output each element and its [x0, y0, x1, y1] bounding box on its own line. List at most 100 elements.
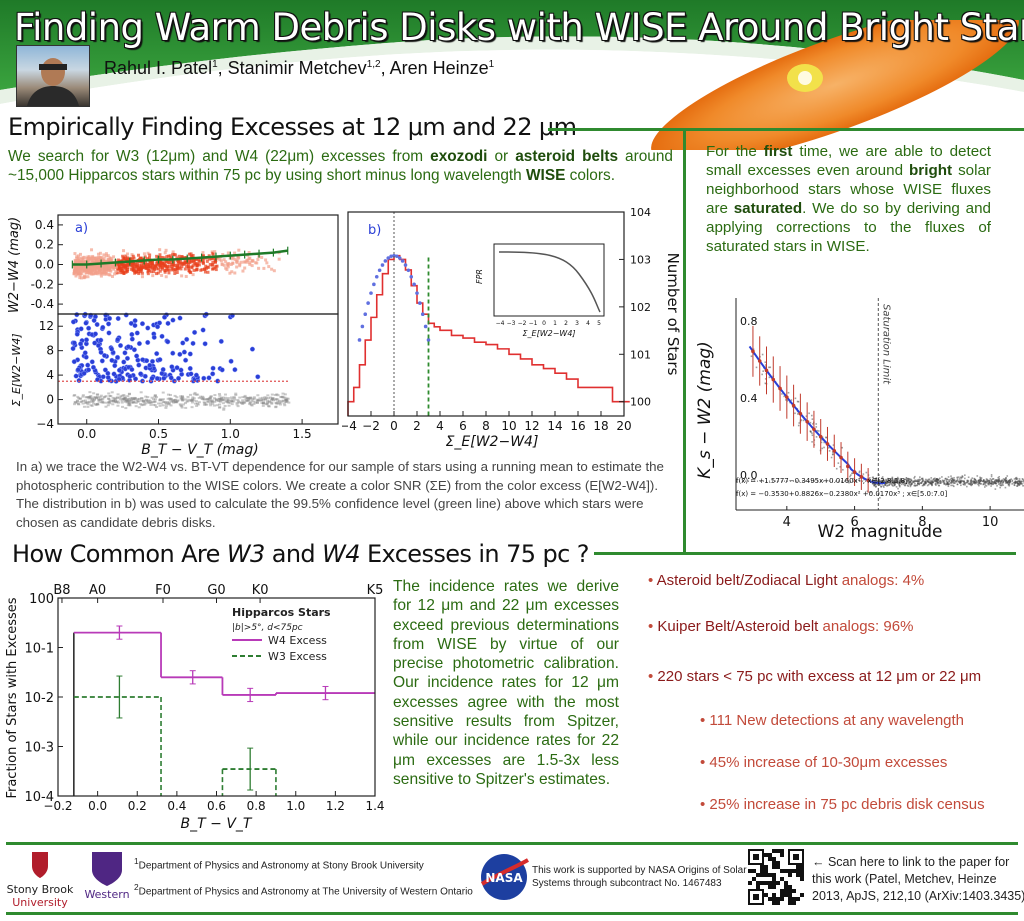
sigma-point	[99, 398, 103, 401]
sigma-point	[226, 401, 230, 404]
excess-candidate-point	[157, 357, 163, 363]
sigma-point	[178, 403, 182, 406]
density-point	[235, 259, 239, 263]
excess-candidate-point	[131, 347, 137, 353]
density-point	[173, 271, 177, 275]
sigma-point	[286, 397, 290, 400]
star-point	[1018, 481, 1021, 484]
gaussian-point	[363, 312, 368, 316]
sigma-point	[284, 400, 288, 403]
density-point	[257, 266, 261, 270]
sigma-point	[232, 397, 236, 400]
density-point	[187, 252, 191, 256]
star-point	[888, 483, 891, 486]
sigma-point	[270, 398, 274, 401]
star-point	[994, 479, 997, 481]
density-point	[185, 261, 189, 265]
sigma-point	[129, 398, 133, 401]
star-point	[764, 378, 767, 380]
sigma-point	[161, 391, 165, 394]
density-point	[90, 259, 94, 263]
qr-code[interactable]	[748, 849, 804, 905]
excess-candidate-point	[249, 346, 255, 352]
sigma-point	[256, 399, 260, 402]
sigma-point	[89, 395, 93, 398]
star-point	[880, 485, 882, 488]
sigma-point	[230, 403, 234, 406]
gaussian-point	[369, 291, 373, 295]
sigma-point	[131, 401, 135, 404]
density-point	[114, 265, 118, 269]
qr-module	[800, 869, 804, 873]
sigma-point	[99, 394, 103, 397]
y-tick-label: -0.4	[31, 297, 54, 311]
star-point	[841, 446, 843, 449]
star-point	[825, 436, 827, 439]
star-point	[885, 482, 888, 484]
sigma-point	[107, 397, 111, 400]
sigma-point	[205, 398, 209, 401]
sigma-point	[161, 404, 165, 407]
sigma-point	[236, 398, 240, 401]
sigma-point	[87, 397, 91, 400]
excess-candidate-point	[107, 315, 113, 321]
star-point	[947, 476, 950, 478]
sigma-point	[174, 401, 178, 404]
qr-module	[784, 881, 788, 885]
star-point	[781, 393, 783, 395]
star-point	[904, 478, 907, 481]
density-point	[145, 264, 149, 268]
star-point	[769, 366, 772, 369]
excess-candidate-point	[109, 346, 115, 352]
star-point	[796, 400, 799, 403]
star-point	[900, 483, 903, 486]
sigma-point	[260, 399, 264, 402]
density-point	[80, 258, 84, 262]
qr-module	[788, 885, 792, 889]
qr-module	[756, 881, 760, 885]
density-point	[147, 264, 151, 268]
star-point	[899, 482, 901, 484]
star-point	[837, 462, 840, 464]
density-point	[187, 268, 191, 272]
star-point	[852, 472, 854, 474]
density-point	[230, 270, 234, 274]
star-point	[911, 481, 914, 484]
sigma-point	[209, 397, 213, 400]
sigma-point	[248, 396, 252, 399]
star-point	[810, 431, 812, 433]
sigma-point	[279, 395, 283, 398]
sigma-point	[90, 404, 94, 407]
star-point	[894, 483, 896, 486]
density-point	[154, 272, 158, 276]
density-point	[94, 271, 98, 275]
sigma-point	[206, 400, 210, 403]
paper-link[interactable]: ← Scan here to link to the paper for thi…	[812, 854, 1024, 905]
excess-candidate-point	[129, 366, 135, 373]
excess-candidate-point	[165, 320, 171, 326]
sigma-point	[270, 402, 274, 405]
density-point	[131, 263, 135, 267]
excess-candidate-point	[99, 358, 105, 364]
star-point	[936, 481, 938, 483]
sigma-point	[79, 401, 83, 404]
density-point	[187, 266, 191, 270]
star-point	[828, 450, 831, 452]
star-point	[963, 480, 966, 483]
star-point	[851, 472, 853, 475]
density-point	[211, 267, 215, 271]
excess-candidate-point	[83, 337, 90, 343]
density-point	[180, 274, 184, 278]
x-tick-label: 8	[482, 419, 490, 433]
star-point	[877, 483, 879, 486]
bullet-item: • 45% increase of 10-30μm excesses	[700, 754, 947, 771]
sigma-point	[126, 399, 130, 402]
bullet-text: 45% increase of 10-30μm excesses	[709, 754, 948, 771]
density-point	[190, 254, 194, 258]
star-point	[970, 482, 973, 485]
sigma-point	[249, 403, 253, 406]
star-point	[1001, 483, 1003, 485]
sigma-point	[144, 398, 148, 401]
sigma-point	[92, 402, 96, 405]
star-point	[904, 482, 906, 484]
